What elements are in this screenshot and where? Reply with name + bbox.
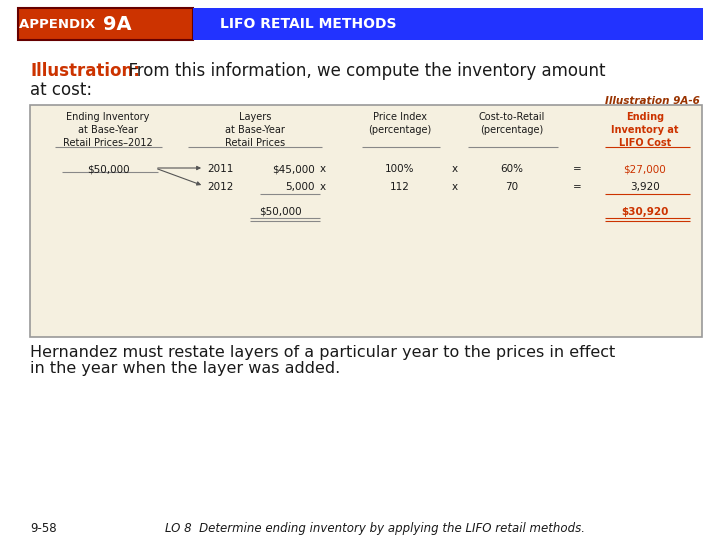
Text: 70: 70 <box>505 182 518 192</box>
Text: Illustration 9A-6: Illustration 9A-6 <box>605 96 700 106</box>
Text: 2012: 2012 <box>207 182 233 192</box>
Text: $27,000: $27,000 <box>624 164 667 174</box>
Text: 3,920: 3,920 <box>630 182 660 192</box>
Text: Layers
at Base-Year
Retail Prices: Layers at Base-Year Retail Prices <box>225 112 285 149</box>
Text: x: x <box>320 182 326 192</box>
Text: APPENDIX: APPENDIX <box>19 17 100 30</box>
Text: x: x <box>452 164 458 174</box>
Text: =: = <box>573 182 582 192</box>
Text: $50,000: $50,000 <box>258 207 301 217</box>
Text: $50,000: $50,000 <box>86 164 130 174</box>
Bar <box>30 105 702 337</box>
Text: 9A: 9A <box>103 15 132 33</box>
Text: at cost:: at cost: <box>30 81 92 99</box>
Text: $45,000: $45,000 <box>272 164 315 174</box>
Text: 100%: 100% <box>385 164 415 174</box>
Bar <box>18 8 193 40</box>
Text: Price Index
(percentage): Price Index (percentage) <box>369 112 431 135</box>
Text: 112: 112 <box>390 182 410 192</box>
Text: $30,920: $30,920 <box>621 207 669 217</box>
Text: 5,000: 5,000 <box>286 182 315 192</box>
Text: Illustration:: Illustration: <box>30 62 140 80</box>
Text: =: = <box>573 164 582 174</box>
Text: Hernandez must restate layers of a particular year to the prices in effect: Hernandez must restate layers of a parti… <box>30 345 616 360</box>
Text: From this information, we compute the inventory amount: From this information, we compute the in… <box>118 62 606 80</box>
Text: Ending
Inventory at
LIFO Cost: Ending Inventory at LIFO Cost <box>611 112 679 149</box>
Text: LO 8  Determine ending inventory by applying the LIFO retail methods.: LO 8 Determine ending inventory by apply… <box>165 522 585 535</box>
Text: LIFO RETAIL METHODS: LIFO RETAIL METHODS <box>220 17 397 31</box>
Bar <box>193 8 703 40</box>
Text: Ending Inventory
at Base-Year
Retail Prices–2012: Ending Inventory at Base-Year Retail Pri… <box>63 112 153 149</box>
Text: in the year when the layer was added.: in the year when the layer was added. <box>30 361 341 376</box>
Text: 60%: 60% <box>500 164 523 174</box>
Text: x: x <box>452 182 458 192</box>
Text: 2011: 2011 <box>207 164 233 174</box>
Text: 9-58: 9-58 <box>30 522 57 535</box>
Text: Cost-to-Retail
(percentage): Cost-to-Retail (percentage) <box>479 112 545 135</box>
Text: x: x <box>320 164 326 174</box>
